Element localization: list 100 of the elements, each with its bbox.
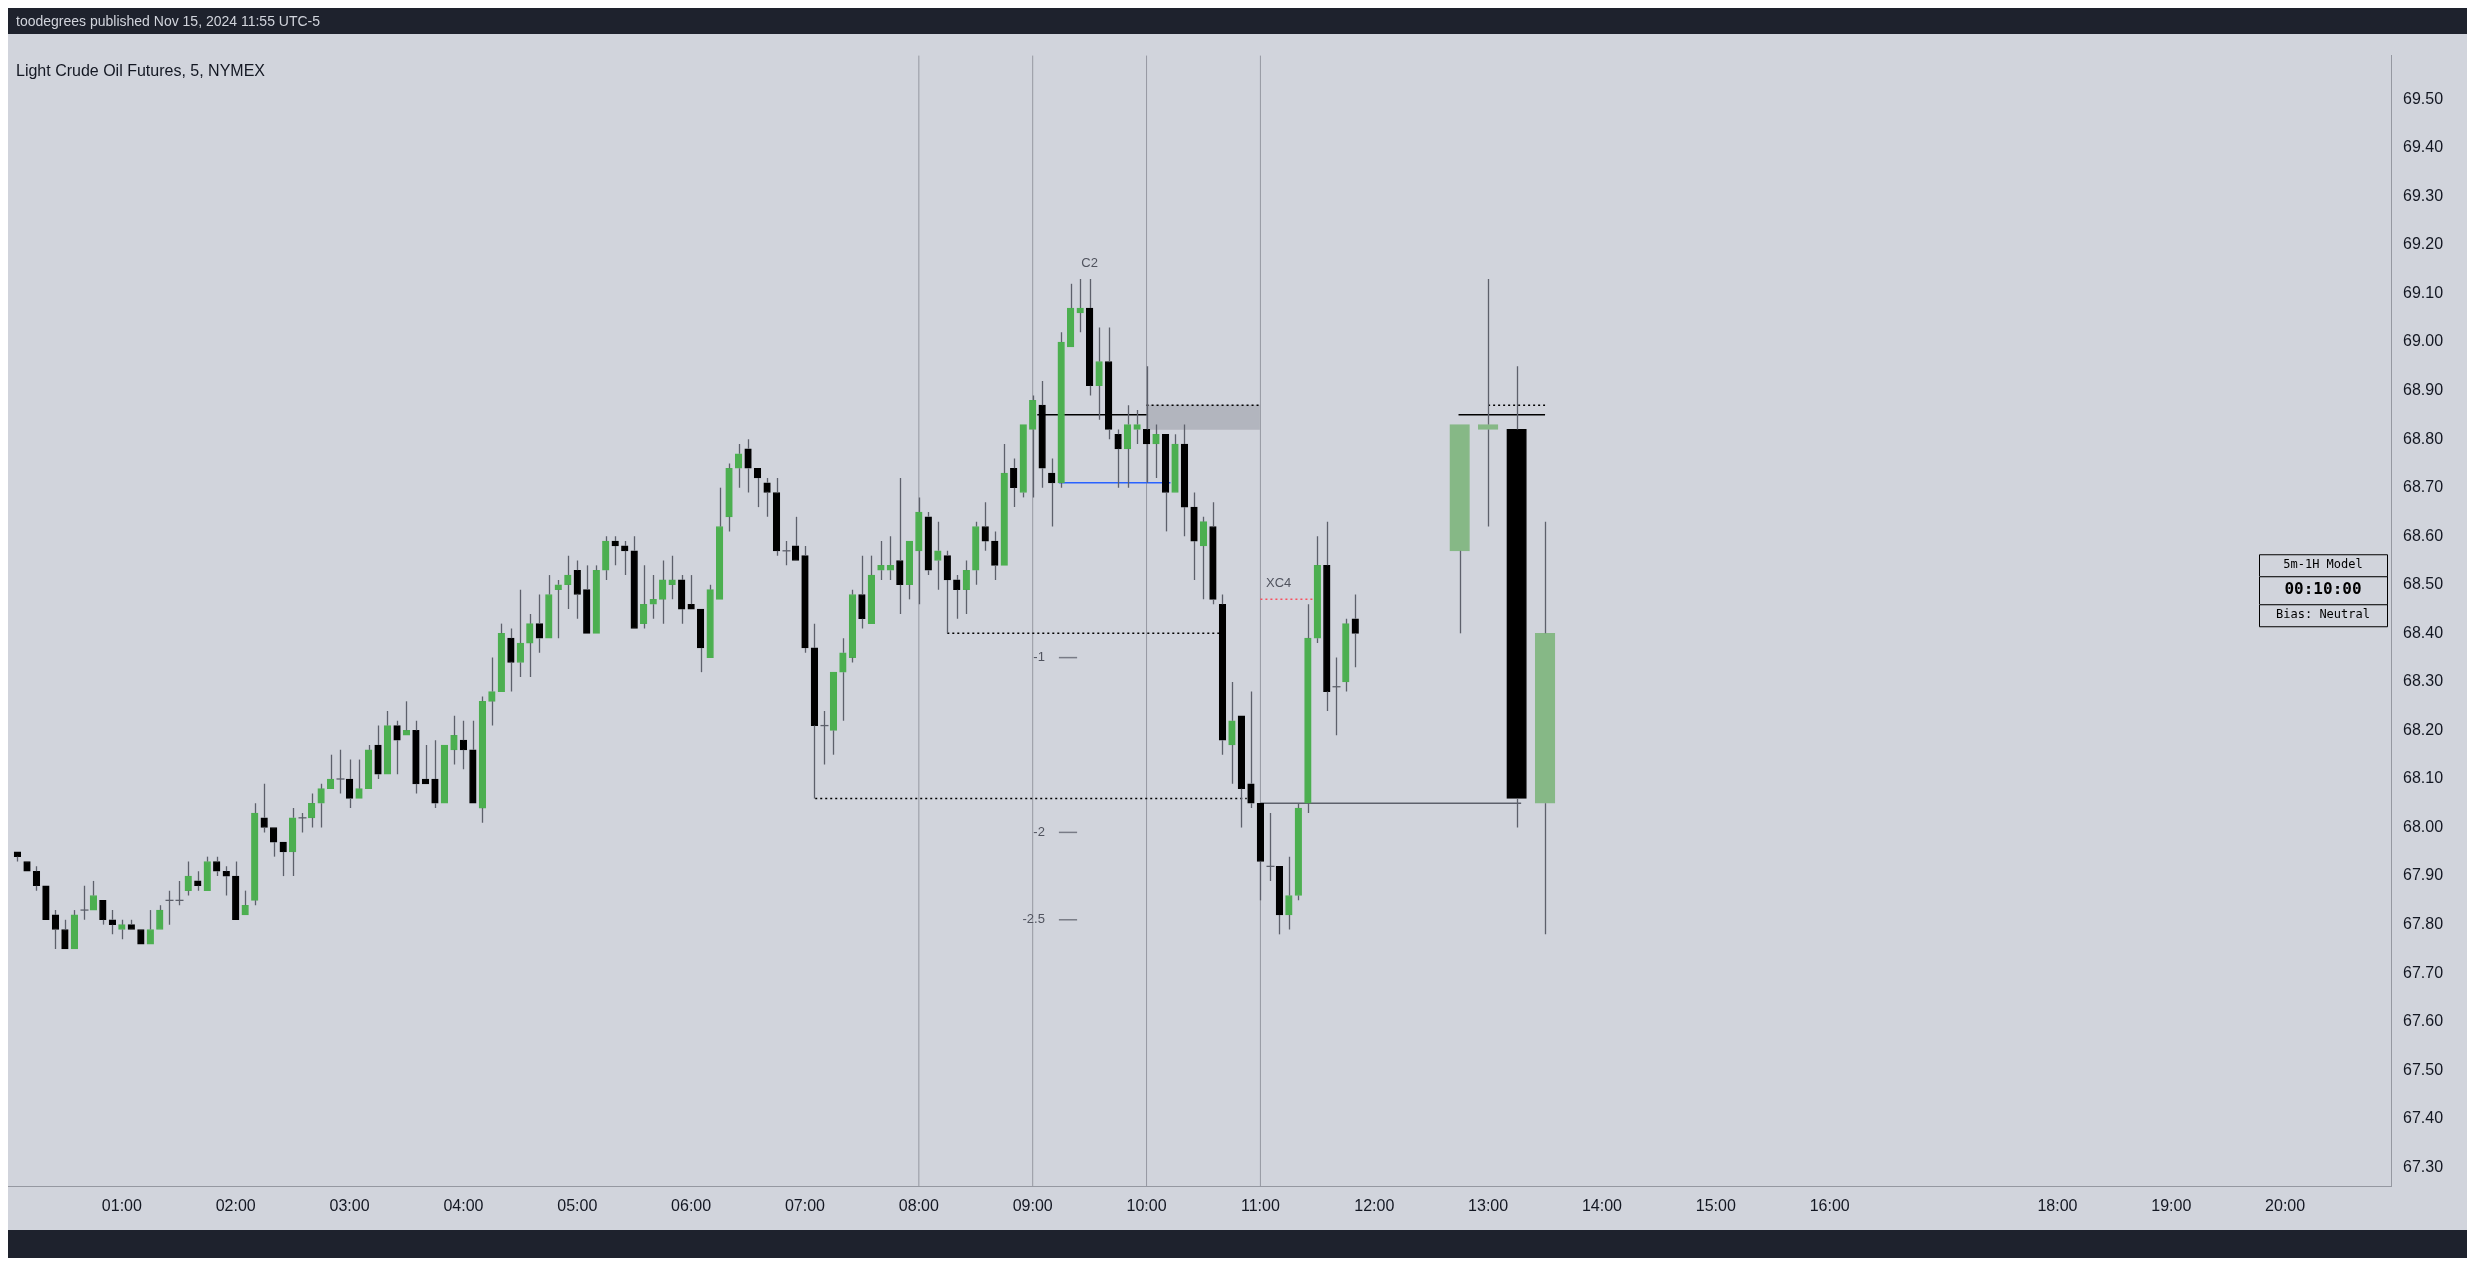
- chart-title: Light Crude Oil Futures, 5, NYMEX: [16, 62, 266, 80]
- y-tick-label: 67.40: [2403, 1109, 2444, 1127]
- candlestick: [839, 637, 847, 722]
- candlestick: [991, 530, 999, 581]
- candlestick: [696, 608, 705, 673]
- candlestick: [1123, 404, 1132, 489]
- candlestick: [535, 593, 543, 654]
- candlestick: [725, 462, 733, 533]
- y-tick-label: 68.10: [2403, 769, 2444, 787]
- candlestick: [1228, 681, 1236, 785]
- y-tick-label: 68.80: [2403, 429, 2444, 447]
- candlestick: [715, 487, 724, 600]
- candlestick: [374, 724, 382, 780]
- candlestick: [146, 909, 154, 945]
- candlestick: [459, 720, 468, 770]
- y-tick-label: 67.30: [2403, 1157, 2444, 1175]
- x-tick-label: 13:00: [1468, 1196, 1509, 1214]
- y-tick-label: 68.00: [2403, 817, 2444, 835]
- candlestick: [1086, 278, 1094, 397]
- x-tick-label: 02:00: [215, 1196, 256, 1214]
- y-tick-label: 69.00: [2403, 332, 2444, 350]
- candlestick: [772, 477, 781, 557]
- candlestick: [1285, 856, 1293, 931]
- x-tick-label: 16:00: [1809, 1196, 1850, 1214]
- candlestick: [1133, 409, 1141, 445]
- candlestick: [51, 909, 60, 950]
- x-tick-label: 19:00: [2151, 1196, 2192, 1214]
- candlestick: [1114, 428, 1122, 489]
- annotation: 5m-1H Model: [2283, 557, 2363, 572]
- candlestick: [1477, 278, 1499, 528]
- x-tick-label: 01:00: [101, 1196, 142, 1214]
- y-tick-label: 68.60: [2403, 526, 2444, 544]
- candlestick: [867, 555, 875, 624]
- candlestick: [744, 438, 752, 494]
- x-tick-label: 11:00: [1240, 1196, 1280, 1214]
- annotation: -2.5: [1022, 911, 1045, 927]
- candlestick: [1449, 424, 1470, 634]
- x-tick-label: 08:00: [898, 1196, 939, 1214]
- candlestick: [877, 540, 885, 581]
- y-tick-label: 69.50: [2403, 89, 2444, 107]
- candlestick: [1304, 603, 1312, 814]
- candlestick: [1010, 457, 1018, 508]
- y-tick-label: 68.90: [2403, 381, 2444, 398]
- candlestick: [573, 559, 581, 620]
- candlestick: [469, 720, 477, 804]
- candlestick: [1190, 491, 1198, 581]
- text: toodegrees published Nov 15, 2024 11:55 UTC-5: [15, 12, 322, 31]
- x-tick-label: 06:00: [671, 1196, 712, 1214]
- annotation: -2: [1033, 823, 1045, 839]
- candlestick: [896, 477, 904, 615]
- candlestick: [516, 588, 524, 678]
- x-tick-label: 04:00: [443, 1196, 484, 1214]
- candlestick: [953, 574, 961, 620]
- y-tick-label: 69.10: [2403, 283, 2444, 301]
- x-tick-label: 03:00: [329, 1196, 370, 1214]
- x-tick-label: 10:00: [1126, 1196, 1167, 1214]
- candlestick: [1199, 516, 1208, 600]
- candlestick: [184, 860, 192, 897]
- annotation: C2: [1081, 254, 1098, 270]
- y-tick-label: 68.70: [2403, 478, 2444, 496]
- candlestick: [734, 443, 743, 489]
- y-tick-label: 68.30: [2403, 672, 2444, 690]
- candlestick: [412, 720, 420, 795]
- y-tick-label: 67.50: [2403, 1060, 2444, 1078]
- candlestick: [1066, 283, 1075, 348]
- candlestick: [1351, 593, 1359, 668]
- candlestick: [526, 613, 534, 678]
- y-tick-label: 69.20: [2403, 235, 2444, 253]
- candlestick: [858, 555, 866, 630]
- candlestick: [678, 574, 686, 625]
- candlestick: [1209, 501, 1217, 605]
- candlestick: [763, 477, 771, 518]
- x-tick-label: 15:00: [1695, 1196, 1736, 1214]
- x-tick-label: 07:00: [784, 1196, 826, 1214]
- candlestick: [1095, 326, 1103, 421]
- candlestick: [1313, 535, 1321, 644]
- x-tick-label: 05:00: [557, 1196, 598, 1214]
- candlestick: [393, 720, 401, 775]
- candlestick: [915, 496, 923, 605]
- y-tick-label: 68.40: [2403, 623, 2444, 641]
- candlestick: [640, 564, 648, 630]
- candlestick: [289, 807, 297, 877]
- candlestick: [1534, 521, 1556, 935]
- candlestick: [1161, 433, 1170, 533]
- y-tick-label: 69.40: [2403, 138, 2444, 156]
- candlestick: [583, 564, 591, 634]
- candlestick: [981, 501, 989, 552]
- candlestick: [659, 559, 667, 625]
- candlestick: [108, 909, 117, 935]
- candlestick: [355, 758, 363, 799]
- y-tick-label: 67.90: [2403, 866, 2444, 884]
- x-tick-label: 14:00: [1581, 1196, 1623, 1214]
- y-tick-label: 67.60: [2403, 1012, 2444, 1030]
- candlestick: [649, 574, 657, 620]
- y-tick-label: 68.50: [2403, 575, 2444, 593]
- candlestick: [962, 559, 970, 615]
- candlestick: [1048, 457, 1056, 528]
- candlestick: [1000, 443, 1008, 566]
- candlestick: [1180, 423, 1189, 537]
- annotation: 00:10:00: [2284, 579, 2362, 599]
